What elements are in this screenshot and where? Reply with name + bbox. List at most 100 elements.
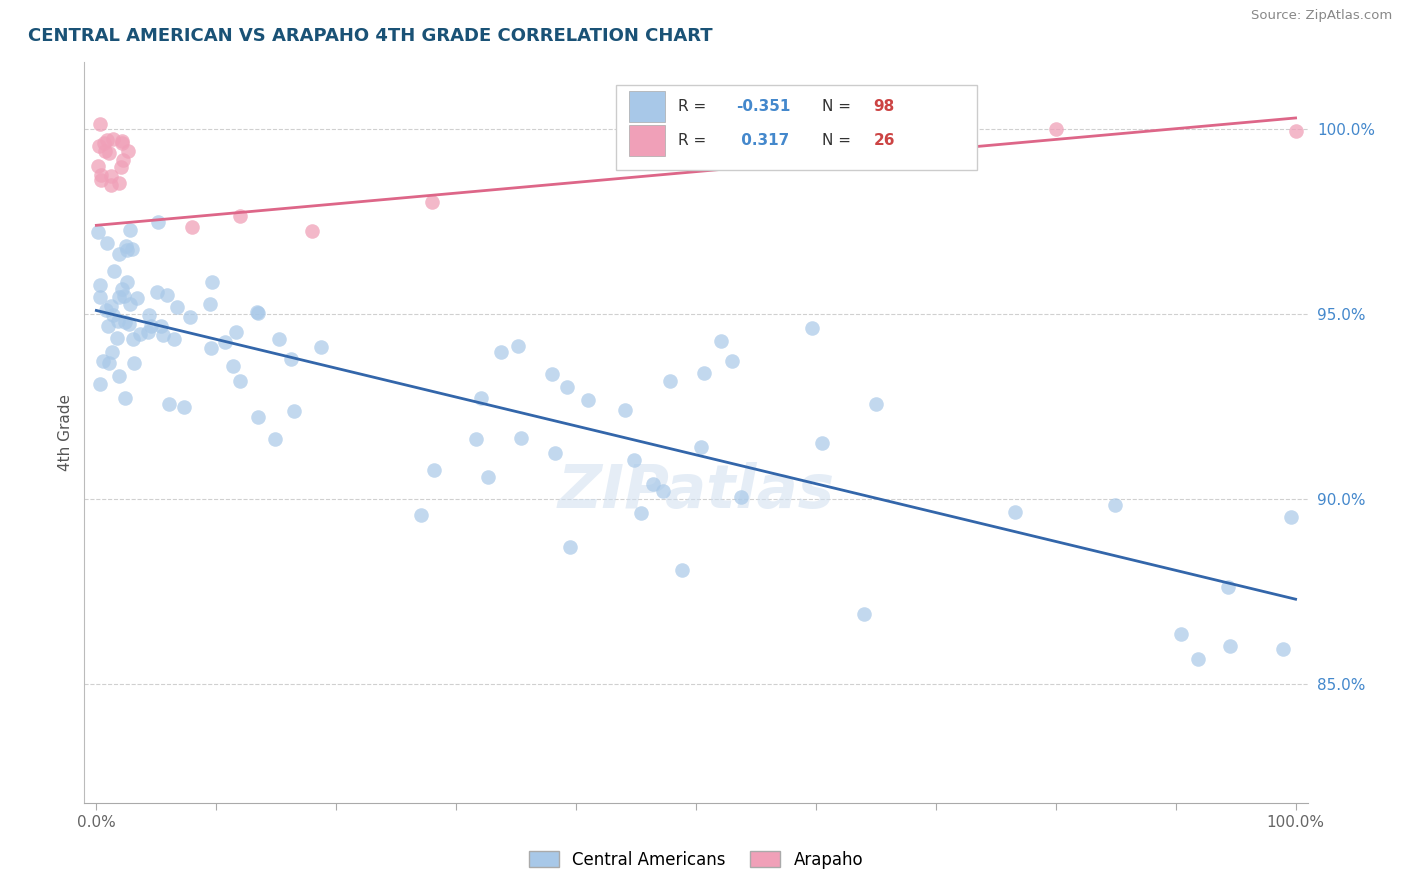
Point bbox=[246, 306, 269, 320]
Point bbox=[87, 138, 110, 153]
Point bbox=[108, 369, 131, 384]
Point bbox=[86, 225, 108, 239]
Point bbox=[96, 235, 118, 250]
Point bbox=[659, 374, 682, 388]
Point bbox=[129, 327, 152, 342]
Point bbox=[112, 153, 135, 168]
Point bbox=[114, 315, 136, 329]
Point bbox=[157, 397, 180, 411]
Point bbox=[614, 403, 637, 417]
Text: N =: N = bbox=[823, 99, 856, 113]
Point bbox=[200, 341, 222, 355]
Text: N =: N = bbox=[823, 134, 856, 148]
Point bbox=[423, 463, 446, 477]
Point bbox=[1272, 642, 1295, 657]
Point bbox=[100, 178, 122, 192]
Point bbox=[509, 431, 531, 445]
Point bbox=[89, 278, 111, 293]
Point bbox=[263, 432, 285, 446]
Point bbox=[101, 308, 124, 322]
Point bbox=[146, 285, 169, 299]
Point bbox=[1104, 498, 1126, 512]
Text: -0.351: -0.351 bbox=[737, 99, 790, 113]
Point bbox=[555, 379, 578, 393]
Point bbox=[127, 291, 149, 305]
Point bbox=[283, 404, 305, 418]
Point bbox=[477, 470, 499, 484]
Point bbox=[163, 332, 186, 346]
Point bbox=[107, 247, 129, 261]
Point bbox=[198, 297, 221, 311]
Point bbox=[269, 332, 291, 346]
Point bbox=[693, 366, 716, 380]
Point bbox=[710, 334, 733, 348]
Point bbox=[470, 391, 492, 405]
Point bbox=[222, 359, 245, 373]
Point bbox=[90, 168, 112, 182]
Point bbox=[87, 159, 110, 173]
Point bbox=[1279, 509, 1302, 524]
Point bbox=[111, 136, 134, 150]
Point bbox=[1284, 124, 1306, 138]
Point bbox=[1045, 121, 1067, 136]
Point bbox=[811, 435, 834, 450]
Point bbox=[641, 477, 664, 491]
Text: R =: R = bbox=[678, 134, 711, 148]
Point bbox=[1004, 505, 1026, 519]
Point bbox=[100, 299, 122, 313]
Point bbox=[865, 397, 887, 411]
Point bbox=[112, 289, 135, 303]
Point bbox=[623, 453, 645, 467]
Text: 98: 98 bbox=[873, 99, 894, 113]
Point bbox=[114, 392, 136, 406]
Point bbox=[96, 133, 118, 147]
Point bbox=[489, 345, 512, 359]
Text: CENTRAL AMERICAN VS ARAPAHO 4TH GRADE CORRELATION CHART: CENTRAL AMERICAN VS ARAPAHO 4TH GRADE CO… bbox=[28, 27, 713, 45]
Point bbox=[1219, 640, 1241, 654]
Text: 0.317: 0.317 bbox=[737, 134, 790, 148]
Point bbox=[105, 331, 128, 345]
Point bbox=[800, 320, 823, 334]
Point bbox=[122, 332, 145, 346]
Point bbox=[118, 317, 141, 331]
Point bbox=[118, 223, 141, 237]
Point bbox=[652, 483, 675, 498]
Point bbox=[464, 432, 486, 446]
Point bbox=[1216, 580, 1239, 594]
Point bbox=[853, 607, 876, 621]
Point bbox=[576, 393, 599, 408]
Point bbox=[89, 117, 111, 131]
Point bbox=[121, 242, 143, 256]
Point bbox=[90, 173, 112, 187]
Point bbox=[506, 339, 529, 353]
Point bbox=[101, 344, 124, 359]
Point bbox=[166, 300, 188, 314]
Point bbox=[115, 243, 138, 257]
Point bbox=[865, 155, 887, 169]
Point bbox=[89, 376, 111, 391]
Point bbox=[136, 326, 159, 340]
Y-axis label: 4th Grade: 4th Grade bbox=[58, 394, 73, 471]
Legend: Central Americans, Arapaho: Central Americans, Arapaho bbox=[529, 850, 863, 869]
Point bbox=[179, 310, 201, 324]
Point bbox=[89, 290, 111, 304]
Point bbox=[280, 351, 302, 366]
Point bbox=[1170, 627, 1192, 641]
Point bbox=[94, 302, 117, 317]
Point bbox=[111, 281, 134, 295]
Point bbox=[201, 275, 224, 289]
Text: ZIPatlas: ZIPatlas bbox=[557, 462, 835, 521]
Point bbox=[181, 219, 204, 234]
Point bbox=[97, 356, 120, 370]
Point bbox=[150, 318, 173, 333]
Point bbox=[155, 287, 177, 301]
Point bbox=[420, 195, 443, 210]
Point bbox=[630, 506, 652, 520]
Point bbox=[671, 563, 693, 577]
Point bbox=[745, 146, 768, 161]
Point bbox=[124, 355, 146, 369]
Point bbox=[103, 264, 125, 278]
Point bbox=[225, 325, 247, 339]
Point bbox=[117, 144, 139, 158]
Text: Source: ZipAtlas.com: Source: ZipAtlas.com bbox=[1251, 9, 1392, 22]
